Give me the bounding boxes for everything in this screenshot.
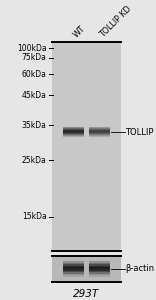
Bar [52,256,121,282]
Bar [63,128,84,129]
Bar [63,131,84,132]
Bar [89,271,110,272]
Text: 60kDa: 60kDa [22,70,47,79]
Bar [89,135,110,136]
Text: 35kDa: 35kDa [22,121,47,130]
Bar [63,135,84,136]
Bar [63,132,84,133]
Bar [63,129,84,130]
Bar [89,129,110,130]
Bar [63,134,84,135]
Bar [63,275,84,277]
Bar [63,267,84,269]
Text: 293T: 293T [73,289,100,299]
Bar [89,132,110,133]
Bar [89,261,110,263]
Bar [63,269,84,271]
Bar [89,264,110,266]
Bar [89,130,110,131]
Bar [89,266,110,267]
Bar [63,263,84,264]
Text: 100kDa: 100kDa [17,44,47,53]
Bar [89,134,110,135]
Bar [89,128,110,129]
Bar [89,263,110,264]
Text: 25kDa: 25kDa [22,156,47,165]
Bar [89,272,110,274]
Bar [63,266,84,267]
Text: β-actin: β-actin [125,265,155,274]
Text: 45kDa: 45kDa [22,91,47,100]
Bar [89,275,110,277]
Bar [63,136,84,137]
Bar [63,272,84,274]
Bar [89,127,110,128]
Bar [63,271,84,272]
Bar [89,136,110,137]
Bar [89,269,110,271]
Bar [63,133,84,134]
Text: 75kDa: 75kDa [22,53,47,62]
Bar [63,261,84,263]
Bar [63,127,84,128]
Bar [89,131,110,132]
Text: TOLLIP: TOLLIP [125,128,154,136]
Bar [89,274,110,275]
Bar [63,264,84,266]
Bar [89,133,110,134]
Bar [52,42,121,250]
Text: TOLLIP KD: TOLLIP KD [98,4,133,39]
Text: 15kDa: 15kDa [22,212,47,221]
Bar [63,130,84,131]
Bar [63,274,84,275]
Bar [89,267,110,269]
Text: WT: WT [72,24,87,39]
